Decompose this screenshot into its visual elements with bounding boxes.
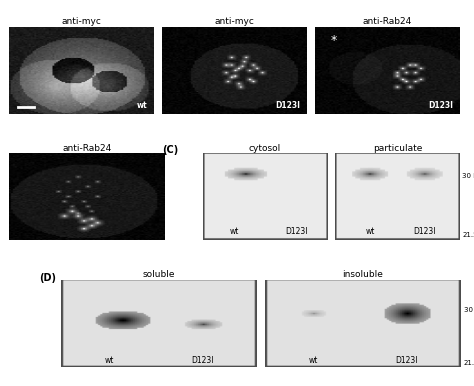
Text: 30 kDa: 30 kDa	[464, 307, 474, 313]
Text: D123I: D123I	[413, 227, 436, 236]
Text: 30 kDa: 30 kDa	[462, 173, 474, 179]
Text: (D): (D)	[40, 273, 56, 283]
Text: D123I: D123I	[275, 101, 301, 110]
Title: particulate: particulate	[373, 144, 422, 152]
Title: cytosol: cytosol	[249, 144, 281, 152]
Text: D123I: D123I	[192, 356, 214, 365]
Title: anti-myc: anti-myc	[62, 17, 101, 26]
Text: D123I: D123I	[286, 227, 308, 236]
Text: D123I: D123I	[395, 356, 418, 365]
Text: D123I: D123I	[428, 101, 454, 110]
Text: 21.5: 21.5	[464, 360, 474, 366]
Title: soluble: soluble	[142, 270, 175, 279]
Text: wt: wt	[230, 227, 239, 236]
Text: (C): (C)	[163, 145, 179, 155]
Text: 21.5: 21.5	[462, 232, 474, 238]
Title: anti-myc: anti-myc	[215, 17, 255, 26]
Text: wt: wt	[105, 356, 115, 365]
Text: wt: wt	[137, 101, 147, 110]
Text: *: *	[331, 34, 337, 47]
Title: anti-Rab24: anti-Rab24	[363, 17, 412, 26]
Text: wt: wt	[309, 356, 318, 365]
Text: wt: wt	[365, 227, 375, 236]
Title: insoluble: insoluble	[342, 270, 383, 279]
Title: anti-Rab24: anti-Rab24	[63, 144, 112, 152]
